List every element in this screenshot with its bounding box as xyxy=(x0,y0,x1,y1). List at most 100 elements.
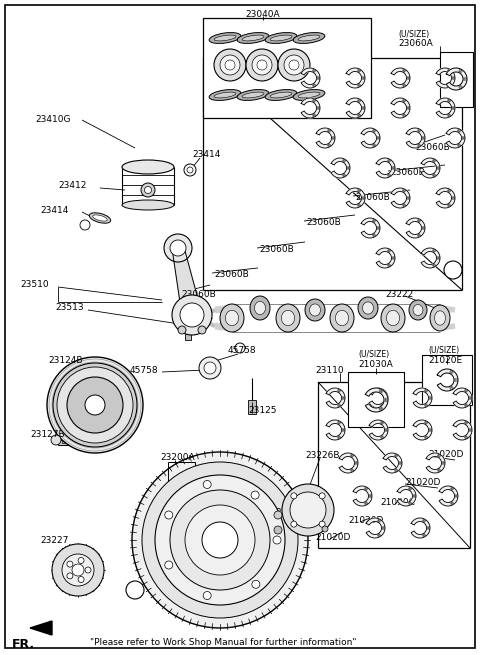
Text: 23060B: 23060B xyxy=(306,218,341,227)
Ellipse shape xyxy=(141,183,155,197)
Text: (U/SIZE): (U/SIZE) xyxy=(398,30,429,39)
Polygon shape xyxy=(426,453,445,473)
Ellipse shape xyxy=(214,35,236,41)
Polygon shape xyxy=(316,128,335,148)
Polygon shape xyxy=(411,518,430,538)
Text: 23060B: 23060B xyxy=(415,143,450,152)
Text: 23060B: 23060B xyxy=(355,193,390,202)
Circle shape xyxy=(322,526,328,532)
Ellipse shape xyxy=(434,311,445,325)
Bar xyxy=(185,328,191,340)
Ellipse shape xyxy=(184,328,192,333)
Text: 45758: 45758 xyxy=(130,366,158,375)
Text: 23226B: 23226B xyxy=(305,451,339,460)
Circle shape xyxy=(319,521,325,527)
Ellipse shape xyxy=(298,92,320,98)
Ellipse shape xyxy=(358,297,378,319)
Text: 23127B: 23127B xyxy=(30,430,65,439)
Circle shape xyxy=(72,564,84,576)
Ellipse shape xyxy=(409,300,427,320)
Text: 23311B: 23311B xyxy=(275,508,310,517)
Polygon shape xyxy=(439,486,458,506)
Bar xyxy=(248,400,256,414)
Circle shape xyxy=(132,452,308,628)
Circle shape xyxy=(165,511,173,519)
Circle shape xyxy=(67,377,123,433)
Circle shape xyxy=(273,536,281,544)
Polygon shape xyxy=(331,158,350,178)
Polygon shape xyxy=(391,98,410,118)
Circle shape xyxy=(78,557,84,563)
Polygon shape xyxy=(376,248,395,268)
Ellipse shape xyxy=(265,33,297,43)
Circle shape xyxy=(319,493,325,499)
Text: 23060B: 23060B xyxy=(390,168,425,177)
Text: 23227: 23227 xyxy=(40,536,68,545)
Ellipse shape xyxy=(214,92,236,98)
Polygon shape xyxy=(436,188,455,208)
Polygon shape xyxy=(326,388,345,408)
Circle shape xyxy=(252,55,272,75)
Ellipse shape xyxy=(413,305,423,316)
Ellipse shape xyxy=(209,90,241,100)
Ellipse shape xyxy=(298,35,320,41)
Circle shape xyxy=(57,367,133,443)
Ellipse shape xyxy=(144,187,152,193)
Text: 21020E: 21020E xyxy=(428,356,462,365)
Polygon shape xyxy=(391,68,410,88)
Polygon shape xyxy=(361,128,380,148)
Ellipse shape xyxy=(336,310,348,326)
Circle shape xyxy=(165,561,173,569)
Polygon shape xyxy=(346,98,365,118)
Ellipse shape xyxy=(270,35,292,41)
Text: 21020D: 21020D xyxy=(348,516,384,525)
Polygon shape xyxy=(421,248,440,268)
Circle shape xyxy=(284,55,304,75)
Polygon shape xyxy=(421,158,440,178)
Polygon shape xyxy=(406,218,425,238)
Text: 23410G: 23410G xyxy=(35,115,71,124)
Circle shape xyxy=(85,395,105,415)
Ellipse shape xyxy=(270,92,292,98)
Polygon shape xyxy=(326,420,345,440)
Circle shape xyxy=(172,295,212,335)
Circle shape xyxy=(203,591,211,599)
Circle shape xyxy=(85,567,91,573)
Ellipse shape xyxy=(381,304,405,332)
Text: FR.: FR. xyxy=(12,638,35,651)
Text: "Please refer to Work Shop Manual for further information": "Please refer to Work Shop Manual for fu… xyxy=(90,638,357,647)
Circle shape xyxy=(199,357,221,379)
Bar xyxy=(440,52,473,107)
Circle shape xyxy=(290,492,326,528)
Circle shape xyxy=(155,475,285,605)
Ellipse shape xyxy=(310,304,321,316)
Ellipse shape xyxy=(330,304,354,332)
Circle shape xyxy=(47,357,143,453)
Ellipse shape xyxy=(226,310,239,326)
Circle shape xyxy=(220,55,240,75)
Text: 21030C: 21030C xyxy=(380,498,415,507)
Bar xyxy=(422,355,472,405)
Polygon shape xyxy=(30,621,52,635)
Text: 21020D: 21020D xyxy=(405,478,440,487)
Polygon shape xyxy=(376,158,395,178)
Polygon shape xyxy=(406,128,425,148)
Text: 21020D: 21020D xyxy=(428,450,463,459)
Circle shape xyxy=(235,343,245,353)
Polygon shape xyxy=(369,420,388,440)
Text: 23414: 23414 xyxy=(40,206,68,215)
Circle shape xyxy=(178,326,186,334)
Circle shape xyxy=(126,581,144,599)
Polygon shape xyxy=(383,453,402,473)
Circle shape xyxy=(274,511,282,519)
Ellipse shape xyxy=(305,299,325,321)
Polygon shape xyxy=(453,388,472,408)
Circle shape xyxy=(142,462,298,618)
Text: 23200A: 23200A xyxy=(160,453,194,462)
Circle shape xyxy=(278,49,310,81)
Polygon shape xyxy=(436,98,455,118)
Polygon shape xyxy=(346,68,365,88)
Polygon shape xyxy=(446,68,467,90)
Ellipse shape xyxy=(237,33,269,43)
Text: 23060B: 23060B xyxy=(259,245,294,254)
